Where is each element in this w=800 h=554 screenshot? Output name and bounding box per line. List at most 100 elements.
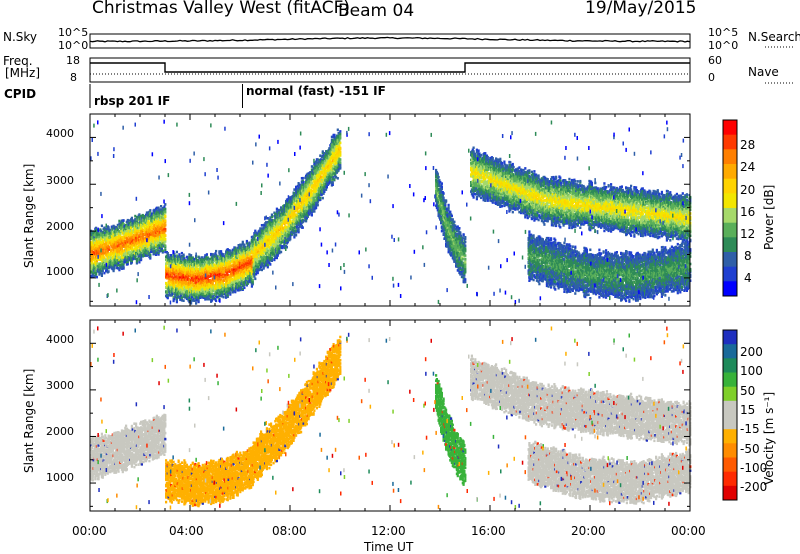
power-cell — [115, 243, 118, 246]
power-cell — [319, 196, 322, 200]
power-cell — [243, 274, 246, 278]
power-cell — [120, 227, 123, 231]
power-cell — [132, 238, 135, 242]
power-cell — [112, 269, 115, 273]
power-cell — [164, 238, 167, 241]
nsearch-label: N.Search — [748, 31, 800, 43]
power-cell — [90, 275, 93, 279]
power-cell — [164, 234, 167, 237]
power-cell — [93, 258, 96, 262]
xtick-2: 08:00 — [272, 525, 307, 537]
power-cell — [245, 239, 248, 243]
power-cell — [182, 253, 185, 257]
power-cell — [175, 250, 178, 254]
power-cell — [127, 249, 130, 253]
power-cell — [105, 268, 108, 272]
power-cell — [101, 241, 104, 244]
power-cell — [120, 247, 123, 251]
power-tick-20: 20 — [740, 184, 755, 196]
power-cell — [95, 226, 98, 230]
power-cell — [115, 230, 118, 233]
power-cell — [104, 259, 107, 263]
power-cell — [96, 231, 99, 235]
power-cell — [301, 176, 304, 180]
power-cell — [92, 262, 95, 265]
power-cell — [100, 229, 103, 233]
power-cell — [280, 250, 283, 254]
power-cell — [295, 233, 298, 237]
power-cell — [104, 231, 107, 234]
power-cell — [95, 240, 98, 243]
power-cell — [122, 262, 125, 266]
freq-tick-bottom: 8 — [70, 72, 77, 83]
xlabel: Time UT — [364, 541, 413, 553]
vel-tick-200: 200 — [740, 346, 763, 358]
power-cell — [105, 266, 108, 270]
power-cell — [122, 265, 125, 269]
nave-tick-top: 60 — [708, 55, 722, 66]
power-cell — [99, 262, 102, 265]
power-cell — [182, 299, 185, 302]
power-cell — [110, 228, 113, 232]
power-cell — [95, 275, 98, 279]
power-cell — [166, 296, 169, 300]
xtick-4: 16:00 — [471, 525, 506, 537]
power-cell — [270, 215, 273, 219]
power-cell — [105, 227, 108, 231]
vel-tick-m200: -200 — [740, 481, 767, 493]
power-cell — [107, 270, 110, 273]
power-cell — [90, 248, 93, 252]
power-cell — [138, 260, 141, 264]
power-cell — [95, 259, 98, 263]
power-cell — [120, 221, 123, 224]
ytick-top-3000: 3000 — [46, 175, 74, 186]
power-cell — [138, 213, 141, 216]
power-cell — [243, 243, 246, 247]
power-cell — [135, 257, 138, 261]
power-cell — [117, 262, 120, 265]
power-cell — [114, 234, 117, 237]
ytick-top-1000: 1000 — [46, 266, 74, 277]
power-cell — [135, 261, 138, 265]
power-cell — [137, 249, 140, 252]
power-cell — [251, 278, 254, 282]
power-cell — [108, 248, 111, 251]
power-cell — [100, 272, 103, 275]
power-cell — [95, 273, 98, 276]
power-cell — [132, 253, 135, 257]
power-cell — [111, 257, 114, 260]
power-cell — [137, 229, 140, 233]
xtick-6: 00:00 — [671, 525, 706, 537]
power-cell — [135, 251, 138, 255]
power-cell — [109, 241, 112, 244]
ytick-bot-4000: 4000 — [46, 334, 74, 345]
power-cell — [164, 223, 167, 226]
power-cell — [138, 247, 141, 250]
power-cell — [205, 253, 208, 256]
freq-line — [90, 62, 690, 73]
vel-tick-50: 50 — [740, 385, 755, 397]
power-cell — [101, 260, 104, 263]
nsearch-tick-bottom: 10^0 — [708, 40, 738, 51]
power-cell — [114, 231, 117, 235]
power-cell — [108, 253, 111, 257]
power-cell — [113, 265, 116, 268]
power-cell — [125, 234, 128, 238]
power-cell — [190, 254, 193, 257]
power-cell — [92, 274, 95, 277]
power-tick-16: 16 — [740, 206, 755, 218]
power-cell — [96, 268, 99, 271]
power-cell — [331, 181, 334, 184]
power-cell — [106, 249, 109, 253]
power-cell — [130, 254, 133, 258]
power-cell — [95, 256, 98, 259]
nave-tick-bottom: 0 — [708, 72, 715, 83]
power-cell — [269, 263, 272, 266]
power-cell — [275, 256, 278, 260]
power-cell — [124, 230, 127, 234]
power-cell — [95, 247, 98, 250]
power-cell — [125, 254, 128, 257]
power-cell — [114, 263, 117, 267]
power-cell — [96, 241, 99, 245]
